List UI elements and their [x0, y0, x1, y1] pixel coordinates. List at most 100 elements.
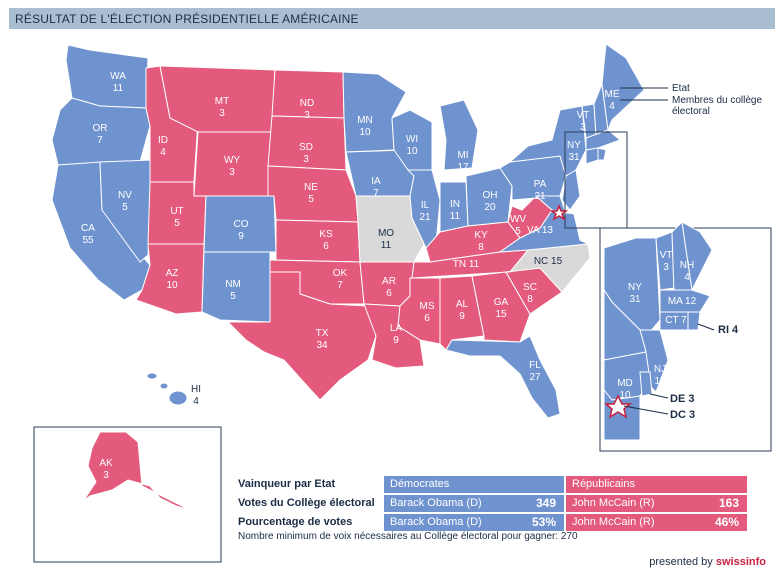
state-label-OR: OR: [93, 123, 108, 134]
state-votes-WI: 10: [406, 146, 418, 157]
row-label: Votes du Collège électoral: [232, 495, 382, 512]
state-votes-GA: 15: [495, 309, 507, 320]
state-label-WA: WA: [110, 71, 126, 82]
row-label: Vainqueur par Etat: [232, 476, 382, 493]
inset-ME: [681, 221, 713, 292]
us-election-map: WA11OR7CA55NV5ID4MT3WY3UT5AZ10CO9NM5ND3S…: [33, 43, 772, 563]
state-ME: [601, 43, 645, 132]
inset-MA: [659, 289, 711, 313]
results-row-electoral: Votes du Collège électoral Barack Obama …: [232, 495, 747, 512]
state-votes-SC: 8: [527, 294, 533, 305]
state-votes-WA: 11: [113, 83, 124, 94]
state-label-MI: MI: [457, 150, 468, 161]
state-votes-IA: 7: [373, 188, 379, 199]
legend-electors: Membres du collège: [672, 95, 762, 106]
state-votes-MN: 10: [359, 127, 371, 138]
inset-votes-NY: 31: [629, 294, 641, 305]
state-NJ: [561, 169, 581, 211]
state-votes-AK: 3: [103, 470, 109, 481]
state-OH: [465, 167, 513, 227]
state-label-IA: IA: [371, 176, 381, 187]
state-votes-WY: 3: [229, 167, 235, 178]
rep-header: Républicains: [566, 476, 747, 493]
state-FL: [445, 335, 561, 419]
dc-pointer: [623, 405, 669, 415]
state-WA: [65, 44, 149, 109]
state-votes-KS: 6: [323, 241, 329, 252]
state-votes-KY: 8: [478, 242, 484, 253]
legend-electors-2: électoral: [672, 106, 710, 117]
state-label-ME: ME: [605, 89, 620, 100]
inset-votes-NH: 4: [684, 272, 690, 283]
state-label-CO: CO: [234, 219, 249, 230]
inset-label-DE: DE 3: [670, 393, 694, 405]
state-votes-LA: 9: [393, 335, 399, 346]
northeast-inset-zoom-box: [564, 131, 628, 229]
state-votes-CO: 9: [238, 231, 244, 242]
state-votes-IL: 21: [419, 212, 431, 223]
state-label-IN: IN: [450, 199, 460, 210]
state-votes-ID: 4: [160, 147, 166, 158]
state-label-MT: MT: [215, 96, 229, 107]
state-label-VT: VT: [577, 110, 590, 121]
state-label-ND: ND: [300, 98, 314, 109]
state-label-WV: WV: [510, 214, 526, 225]
state-CT: [585, 147, 599, 165]
state-votes-WV: 5: [515, 226, 521, 237]
state-votes-MT: 3: [219, 108, 225, 119]
state-labels: WA11OR7CA55NV5ID4MT3WY3UT5AZ10CO9NM5ND3S…: [81, 71, 739, 481]
state-label-WY: WY: [224, 155, 240, 166]
state-TX: [226, 271, 377, 401]
state-votes-ME: 4: [609, 101, 615, 112]
inset-label-DC: DC 3: [670, 409, 695, 421]
state-votes-OH: 20: [484, 202, 496, 213]
inset-votes-VT: 3: [663, 262, 669, 273]
state-label-GA: GA: [494, 297, 509, 308]
state-votes-HI: 4: [193, 396, 199, 407]
inset-label-MD: MD: [617, 378, 633, 389]
state-label-LA: LA: [390, 323, 403, 334]
state-votes-AZ: 10: [166, 280, 178, 291]
state-label-AR: AR: [382, 276, 396, 287]
state-AK: [59, 431, 191, 519]
state-label-SD: SD: [299, 142, 313, 153]
state-label-TX: TX: [316, 328, 329, 339]
state-NY: [508, 105, 587, 177]
state-label-HI: HI: [191, 384, 201, 395]
state-votes-SD: 3: [303, 154, 309, 165]
state-votes-CA: 55: [82, 235, 94, 246]
state-label-AZ: AZ: [166, 268, 179, 279]
inset-label-RI: RI 4: [718, 324, 739, 336]
inset-DC-marker: [603, 394, 633, 419]
state-votes-MS: 6: [424, 313, 430, 324]
state-NM: [201, 251, 271, 323]
state-votes-MO: 11: [381, 240, 392, 251]
row-label: Pourcentage de votes: [232, 514, 382, 531]
inset-label-MA: MA 12: [668, 296, 697, 307]
state-label-NM: NM: [225, 279, 241, 290]
dem-header: Démocrates: [384, 476, 564, 493]
state-votes-NV: 5: [122, 202, 128, 213]
state-label-VA: VA 13: [527, 225, 553, 236]
state-votes-FL: 27: [529, 372, 541, 383]
state-label-ID: ID: [158, 135, 168, 146]
state-votes-OK: 7: [337, 280, 343, 291]
inset-votes-NJ: 15: [654, 376, 666, 387]
state-label-SC: SC: [523, 282, 537, 293]
presented-by: presented by swissinfo: [649, 556, 766, 568]
state-MI: [439, 99, 479, 171]
title-bar: RÉSULTAT DE L'ÉLECTION PRÉSIDENTIELLE AM…: [9, 8, 775, 29]
state-votes-NM: 5: [230, 291, 236, 302]
legend-etat: Etat: [672, 83, 690, 94]
rep-electoral: John McCain (R) 163: [566, 495, 747, 512]
state-votes-MI: 17: [457, 162, 469, 173]
state-label-WI: WI: [406, 134, 418, 145]
dc-marker-main: [549, 203, 569, 221]
state-label-NC: NC 15: [534, 256, 563, 267]
dem-percent-value: 53%: [531, 515, 556, 529]
state-votes-IN: 11: [450, 211, 461, 222]
state-label-MO: MO: [378, 228, 394, 239]
inset-label-NH: NH: [680, 260, 694, 271]
state-label-FL: FL: [529, 360, 541, 371]
